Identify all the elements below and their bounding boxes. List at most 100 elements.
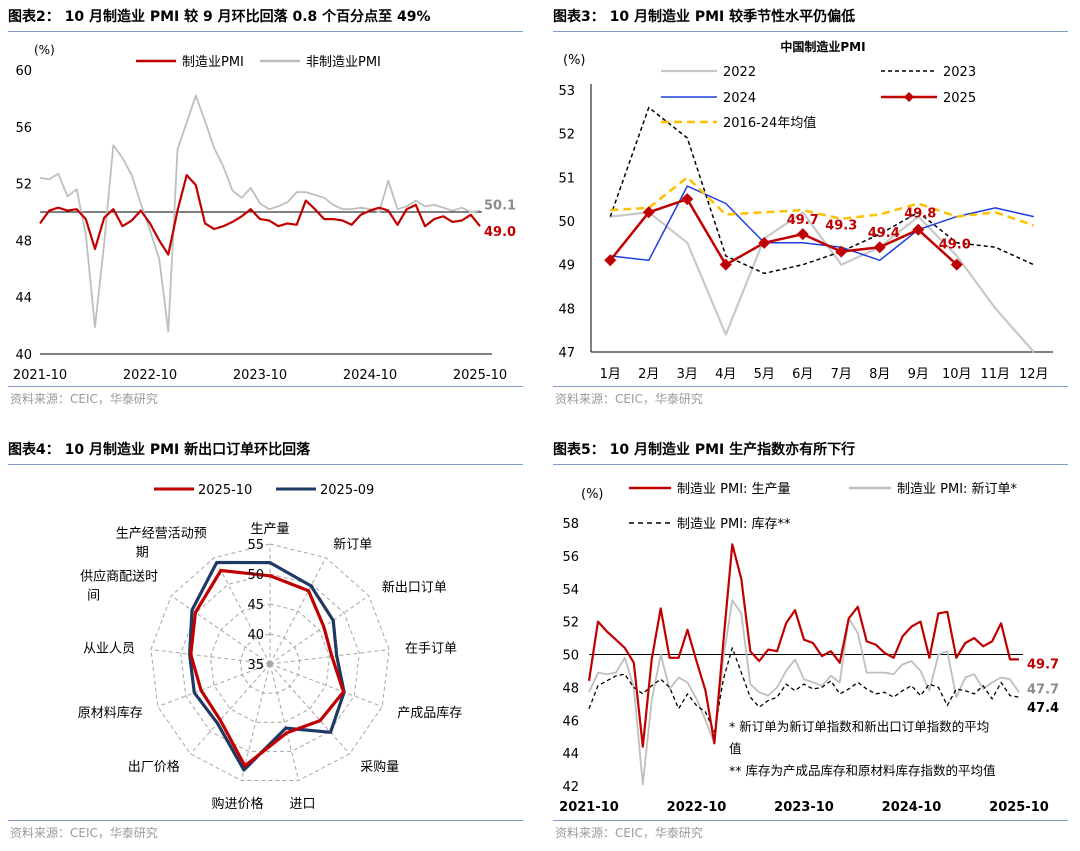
legend-label: 制造业 PMI: 生产量 (677, 482, 791, 497)
legend-label: 2025-10 (198, 483, 252, 498)
radar-category-label: 购进价格 (211, 796, 263, 812)
radar-series (188, 560, 346, 772)
bottom-rule (553, 820, 1068, 821)
chart-fig3: 中国制造业PMI (%) 47 48 49 50 51 52 53 1月 2月 3月 4月 5月 6月 7月 8… (558, 39, 1053, 382)
title-rule (8, 464, 523, 465)
end-value-label: 47.4 (1027, 701, 1059, 716)
x-tick-label: 6月 (792, 367, 813, 382)
x-tick-label: 2025-10 (989, 800, 1049, 815)
legend-label: 2022 (723, 65, 756, 80)
radar-category-label: 出厂价格 (128, 759, 180, 775)
x-tick-label: 2021-10 (559, 800, 619, 815)
radar-category-label: 供应商配送时间 (80, 569, 158, 604)
y-axis-label: (%) (563, 53, 586, 68)
y-tick-label: 46 (562, 714, 579, 729)
series-line (588, 647, 1020, 733)
chart-title: 图表4： 10 月制造业 PMI 新出口订单环比回落 (8, 442, 311, 458)
radar-spoke (190, 663, 271, 755)
data-point-marker (950, 258, 963, 271)
legend-label: 2024 (723, 91, 756, 106)
series-line (588, 599, 1020, 786)
end-value-label: 50.1 (484, 199, 516, 214)
x-tick-label: 12月 (1019, 367, 1049, 382)
radar-spoke (269, 557, 327, 665)
footnote: * 新订单为新订单指数和新出口订单指数的平均 (729, 719, 989, 734)
radar-spoke (269, 595, 370, 665)
chart-source: 资料来源：CEIC，华泰研究 (555, 392, 703, 406)
x-tick-label: 3月 (677, 367, 698, 382)
radar-spoke (269, 663, 350, 755)
end-value-label: 47.7 (1027, 682, 1059, 697)
radar-grid-ring (180, 573, 360, 752)
radar-spoke (269, 649, 390, 665)
x-tick-label: 2025-10 (453, 368, 507, 383)
y-axis-label: (%) (581, 487, 604, 502)
legend-marker (904, 92, 914, 102)
chart-subtitle: 中国制造业PMI (780, 39, 865, 54)
y-tick-label: 50 (562, 649, 579, 664)
chart-source: 资料来源：CEIC，华泰研究 (10, 826, 158, 840)
x-tick-label: 9月 (908, 367, 929, 382)
series-line (587, 543, 1019, 748)
radar-category-label: 新订单 (333, 537, 372, 553)
legend-label: 制造业 PMI: 库存** (677, 516, 791, 532)
y-tick-label: 40 (15, 348, 32, 363)
y-tick-label: 52 (558, 128, 575, 143)
radar-category-label: 采购量 (360, 759, 399, 775)
x-tick-label: 7月 (831, 367, 852, 382)
radar-category-label: 新出口订单 (382, 580, 447, 596)
x-tick-label: 4月 (715, 367, 736, 382)
y-tick-label: 51 (558, 171, 575, 186)
y-axis-label: (%) (34, 43, 55, 57)
y-tick-label: 53 (558, 84, 575, 99)
panel-fig2: 图表2： 10 月制造业 PMI 较 9 月环比回落 0.8 个百分点至 49%… (8, 4, 523, 414)
data-point-marker (796, 228, 809, 241)
footnote: 值 (729, 741, 742, 756)
radar-spoke (150, 649, 271, 665)
chart-source: 资料来源：CEIC，华泰研究 (555, 826, 703, 840)
series-line (39, 174, 481, 256)
radar-category-label: 生产量 (250, 522, 289, 537)
y-tick-label: 42 (562, 780, 579, 795)
radar-grid-ring (150, 543, 390, 781)
series-line (609, 106, 1035, 275)
legend-label: 2023 (943, 65, 976, 80)
data-label: 49.0 (939, 238, 971, 253)
radar-category-label: 从业人员 (83, 642, 135, 657)
y-tick-label: 56 (15, 121, 32, 136)
x-tick-label: 8月 (869, 367, 890, 382)
radial-tick-label: 35 (247, 658, 264, 673)
radar-grid-ring (239, 633, 301, 694)
title-rule (553, 31, 1068, 32)
y-tick-label: 44 (15, 291, 32, 306)
radar-spoke (170, 595, 271, 665)
y-tick-label: 56 (562, 550, 579, 565)
panel-fig4: 图表4： 10 月制造业 PMI 新出口订单环比回落 35 40 45 50 55 生产量… (8, 437, 523, 847)
radar-category-label: 生产经营活动预期 (116, 527, 207, 561)
radar-category-label: 原材料库存 (78, 705, 143, 721)
series-line (610, 176, 1035, 227)
radial-tick-label: 40 (247, 628, 264, 643)
chart-fig5: (%) 42 44 46 48 50 52 54 56 58 2021-10 2022-10 2023-… (559, 481, 1059, 815)
y-tick-label: 44 (562, 747, 579, 762)
y-tick-label: 58 (562, 517, 579, 532)
y-tick-label: 48 (15, 234, 32, 249)
series-line (39, 94, 481, 333)
data-label: 49.7 (787, 213, 819, 228)
y-tick-label: 48 (562, 681, 579, 696)
x-tick-label: 11月 (980, 367, 1010, 382)
radar-series (189, 568, 346, 768)
radial-tick-label: 50 (247, 568, 264, 583)
x-tick-label: 2021-10 (13, 368, 67, 383)
data-label: 49.4 (868, 226, 900, 241)
bottom-rule (553, 386, 1068, 387)
legend-label: 制造业PMI (182, 55, 244, 70)
chart-source: 资料来源：CEIC，华泰研究 (10, 392, 158, 406)
end-value-label: 49.0 (484, 225, 516, 240)
data-point-marker (912, 223, 925, 236)
panel-fig5: 图表5： 10 月制造业 PMI 生产指数亦有所下行 (%) 42 44 46 48 50… (553, 437, 1068, 847)
y-tick-label: 60 (15, 64, 32, 79)
legend-label: 2025 (943, 91, 976, 106)
x-tick-label: 2023-10 (233, 368, 287, 383)
